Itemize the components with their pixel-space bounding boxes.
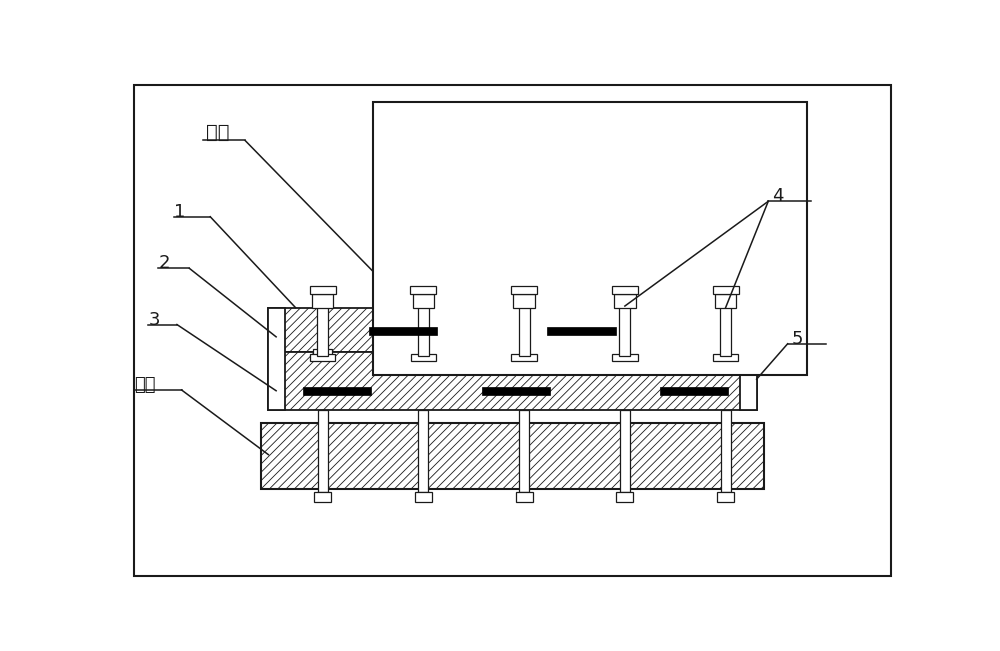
Bar <box>410 286 436 294</box>
Bar <box>482 387 550 395</box>
Bar <box>615 349 635 355</box>
Bar <box>511 286 537 294</box>
Bar <box>519 410 529 492</box>
Bar <box>720 304 731 356</box>
Bar <box>513 294 535 307</box>
Bar <box>519 304 530 356</box>
Bar <box>373 102 807 376</box>
Bar <box>318 410 328 492</box>
Bar <box>620 410 630 492</box>
Text: 产品: 产品 <box>206 123 230 142</box>
Bar <box>740 307 757 410</box>
Bar <box>303 387 371 395</box>
Bar <box>313 349 332 355</box>
Bar <box>268 352 757 410</box>
Bar <box>721 410 731 492</box>
Text: 5: 5 <box>792 330 803 348</box>
Bar <box>514 349 534 355</box>
Bar <box>268 307 757 352</box>
Bar <box>717 492 734 502</box>
Bar <box>312 294 333 307</box>
Bar <box>418 410 428 492</box>
Bar <box>418 304 429 356</box>
Bar <box>415 492 432 502</box>
Bar <box>619 304 630 356</box>
Bar <box>369 327 437 335</box>
Text: 2: 2 <box>158 255 170 272</box>
Bar <box>612 286 638 294</box>
Bar <box>547 327 616 335</box>
Bar <box>413 294 434 307</box>
Bar <box>314 492 331 502</box>
Bar <box>511 353 537 361</box>
Bar <box>310 353 335 361</box>
Bar <box>612 353 638 361</box>
Text: 4: 4 <box>772 187 784 205</box>
Bar <box>616 492 633 502</box>
Bar <box>713 353 738 361</box>
Bar <box>614 294 636 307</box>
Bar <box>414 349 433 355</box>
Bar <box>317 304 328 356</box>
Bar <box>713 286 739 294</box>
Bar <box>715 294 736 307</box>
Text: 3: 3 <box>148 311 160 329</box>
Bar <box>310 286 336 294</box>
Bar <box>411 353 436 361</box>
Bar <box>516 492 533 502</box>
Text: 1: 1 <box>174 202 185 221</box>
Bar <box>660 387 728 395</box>
Bar <box>716 349 735 355</box>
Bar <box>261 423 764 488</box>
Bar <box>268 307 285 410</box>
Text: 基础: 基础 <box>134 376 156 394</box>
